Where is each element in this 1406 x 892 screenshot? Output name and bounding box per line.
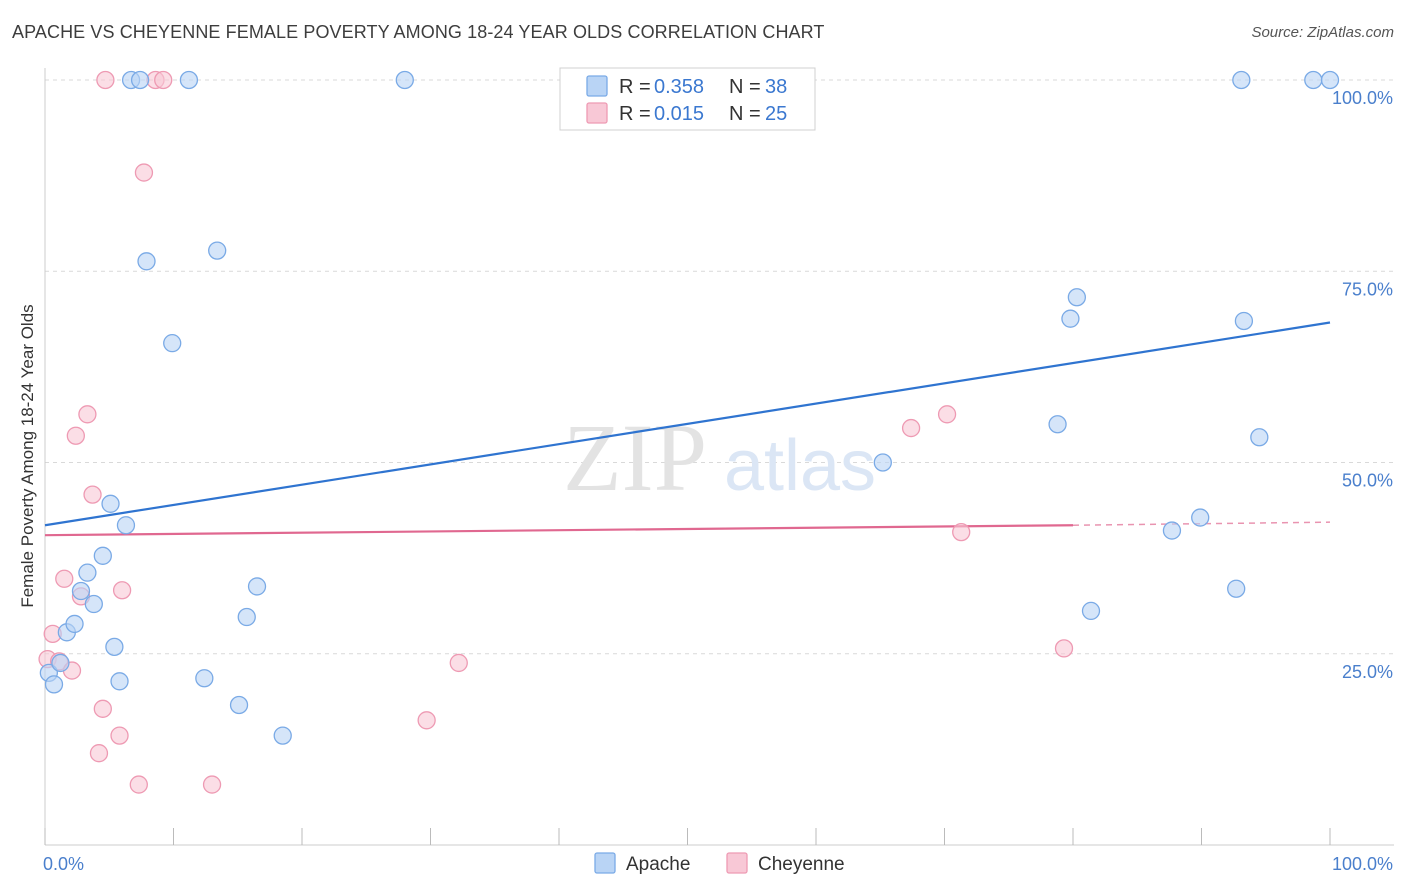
bottom-legend-swatch-cheyenne [726, 852, 748, 874]
point-apache [873, 453, 892, 472]
point-apache [78, 563, 97, 582]
trend-lines [44, 321, 1331, 537]
point-apache [65, 614, 84, 634]
y-axis-label: Female Poverty Among 18-24 Year Olds [18, 304, 37, 607]
x-tick-label: 100.0% [1332, 854, 1393, 874]
legend-r-value-apache: 0.358 [654, 76, 704, 98]
point-cheyenne [134, 163, 154, 182]
point-cheyenne [129, 775, 148, 794]
point-apache [1304, 70, 1323, 90]
bottom-legend-swatch-apache [594, 852, 616, 874]
point-apache [51, 653, 70, 673]
point-apache [116, 516, 136, 535]
point-apache [1250, 428, 1269, 447]
data-points [38, 70, 1340, 794]
point-cheyenne [112, 581, 132, 600]
watermark-zip: ZIP [563, 404, 707, 511]
y-tick-label: 75.0% [1342, 279, 1393, 299]
grid-lines [45, 79, 1394, 655]
point-apache [93, 546, 112, 565]
point-apache [1227, 579, 1246, 598]
point-cheyenne [154, 70, 173, 90]
tick-labels: 25.0% 50.0% 75.0% 100.0% 0.0% 100.0% [43, 88, 1393, 874]
point-apache [163, 334, 182, 353]
chart-source: Source: ZipAtlas.com [1251, 24, 1394, 41]
legend-swatch-cheyenne [586, 102, 608, 124]
point-cheyenne [93, 699, 112, 718]
x-tick-label: 0.0% [43, 854, 84, 874]
chart-title: APACHE VS CHEYENNE FEMALE POVERTY AMONG … [12, 22, 825, 42]
point-apache [273, 726, 292, 745]
point-apache [237, 607, 256, 627]
watermark: ZIP atlas [563, 404, 876, 511]
point-cheyenne [110, 726, 129, 745]
point-apache [247, 577, 267, 596]
point-cheyenne [1054, 639, 1074, 658]
point-apache [1048, 415, 1067, 434]
legend-r-label-cheyenne: R = [619, 103, 651, 125]
axes [44, 68, 1394, 846]
point-cheyenne [96, 70, 115, 90]
point-apache [1061, 309, 1080, 328]
point-apache [110, 672, 129, 691]
trend-line-cheyenne [44, 524, 1074, 537]
point-apache [105, 637, 124, 657]
point-apache [208, 241, 227, 260]
legend-box: R = 0.358 N = 38 R = 0.015 N = 25 [559, 67, 816, 131]
point-apache [229, 695, 249, 715]
legend-r-label-apache: R = [619, 76, 651, 98]
point-apache [101, 494, 120, 513]
point-apache [179, 70, 199, 90]
point-apache [1234, 311, 1254, 331]
point-apache [1320, 70, 1340, 90]
point-apache [44, 675, 64, 694]
point-apache [1081, 601, 1101, 621]
bottom-legend-label-apache: Apache [626, 854, 690, 875]
y-tick-label: 50.0% [1342, 471, 1393, 491]
y-tick-label: 25.0% [1342, 662, 1393, 682]
point-apache [130, 70, 150, 90]
point-apache [195, 669, 214, 688]
bottom-legend: Apache Cheyenne [594, 852, 845, 875]
legend-r-value-cheyenne: 0.015 [654, 103, 704, 125]
point-apache [84, 594, 103, 614]
trend-line-apache [44, 321, 1331, 527]
y-tick-label: 100.0% [1332, 88, 1393, 108]
point-cheyenne [89, 744, 109, 763]
legend-swatch-apache [586, 75, 608, 97]
watermark-atlas: atlas [724, 426, 876, 506]
point-cheyenne [202, 775, 222, 794]
legend-n-label-cheyenne: N = [729, 103, 761, 125]
point-cheyenne [66, 426, 85, 445]
legend-n-value-apache: 38 [765, 76, 787, 98]
point-apache [1232, 70, 1251, 90]
point-cheyenne [449, 653, 468, 673]
point-apache [1191, 508, 1210, 527]
point-cheyenne [952, 522, 971, 542]
legend-n-value-cheyenne: 25 [765, 103, 787, 125]
point-cheyenne [83, 485, 102, 504]
point-apache [1162, 521, 1182, 540]
point-cheyenne [937, 405, 957, 424]
point-cheyenne [55, 569, 74, 588]
bottom-legend-label-cheyenne: Cheyenne [758, 854, 845, 875]
point-apache [1067, 288, 1087, 307]
legend-n-label-apache: N = [729, 76, 761, 98]
point-apache [395, 70, 414, 90]
point-apache [71, 581, 91, 601]
point-cheyenne [901, 418, 921, 438]
point-cheyenne [78, 405, 97, 424]
point-apache [137, 252, 156, 271]
trend-line-cheyenne-extension [1072, 521, 1331, 526]
point-cheyenne [417, 711, 436, 730]
